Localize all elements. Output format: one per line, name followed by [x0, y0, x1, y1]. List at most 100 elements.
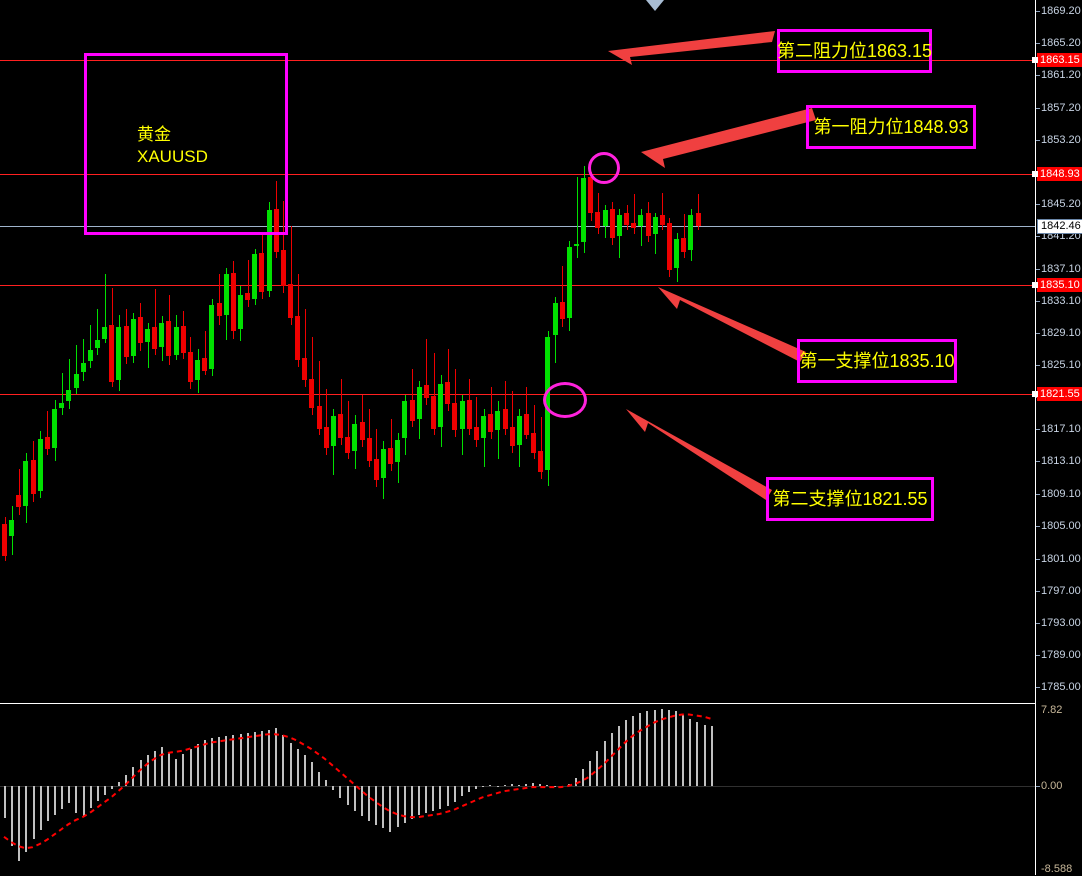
macd-histogram-bar [489, 784, 491, 787]
macd-histogram-bar [511, 783, 513, 786]
axis-label-second-support[interactable]: 1821.55 [1037, 386, 1082, 401]
macd-histogram-bar [90, 786, 92, 808]
macd-tick: -8.588 [1041, 863, 1073, 875]
price-tick: 1805.00 [1036, 520, 1082, 533]
price-tick: 1829.10 [1036, 327, 1082, 340]
macd-histogram-bar [304, 754, 306, 787]
level-handle-first-support[interactable] [1032, 281, 1038, 288]
macd-histogram-bar [54, 786, 56, 816]
annotation-second-support: 第二支撑位1821.55 [766, 477, 934, 521]
macd-histogram-bar [83, 786, 85, 817]
macd-histogram-bar [475, 786, 477, 790]
macd-histogram-bar [61, 786, 63, 809]
macd-histogram-bar [654, 710, 656, 786]
price-tick: 1825.10 [1036, 359, 1082, 372]
macd-histogram-bar [689, 718, 691, 787]
arrow-to-first-resistance [641, 108, 816, 168]
macd-histogram-bar [197, 743, 199, 786]
price-tick: 1853.20 [1036, 134, 1082, 147]
macd-histogram-bar [282, 735, 284, 787]
macd-histogram-bar [140, 760, 142, 786]
macd-histogram-bar [546, 784, 548, 787]
macd-histogram-bar [675, 711, 677, 787]
macd-histogram-bar [318, 771, 320, 787]
macd-histogram-bar [204, 740, 206, 786]
highlight-circle-resistance [588, 152, 620, 184]
macd-histogram-bar [47, 786, 49, 822]
price-tick: 1865.20 [1036, 37, 1082, 50]
macd-histogram-bar [482, 786, 484, 788]
macd-histogram-bar [504, 784, 506, 787]
macd-histogram-bar [175, 759, 177, 787]
macd-histogram-bar [254, 732, 256, 787]
macd-histogram-bar [232, 735, 234, 787]
macd-histogram-bar [425, 786, 427, 813]
axis-label-second-resistance[interactable]: 1863.15 [1037, 52, 1082, 67]
price-tick: 1785.00 [1036, 681, 1082, 694]
macd-histogram-bar [525, 783, 527, 786]
axis-label-first-resistance[interactable]: 1848.93 [1037, 166, 1082, 181]
highlight-circle-support [543, 382, 587, 418]
price-tick: 1833.10 [1036, 295, 1082, 308]
macd-histogram-bar [332, 786, 334, 791]
macd-histogram-bar [618, 725, 620, 786]
level-line-second-resistance [0, 60, 1035, 61]
axis-label-current-price: 1842.46 [1037, 218, 1082, 234]
macd-histogram-bar [111, 786, 113, 790]
price-tick: 1797.00 [1036, 585, 1082, 598]
annotation-first-resistance: 第一阻力位1848.93 [806, 105, 976, 149]
pane-divider [0, 703, 1035, 704]
macd-histogram-bar [389, 786, 391, 832]
price-tick: 1861.20 [1036, 69, 1082, 82]
macd-tick: 0.00 [1036, 780, 1082, 793]
macd-histogram-bar [268, 730, 270, 786]
macd-histogram-bar [604, 741, 606, 787]
macd-histogram-bar [161, 746, 163, 786]
price-chart-pane[interactable] [0, 0, 1035, 703]
macd-histogram-bar [18, 786, 20, 861]
price-tick: 1845.20 [1036, 198, 1082, 211]
macd-histogram-bar [97, 786, 99, 801]
macd-histogram-bar [182, 753, 184, 786]
level-handle-second-support[interactable] [1032, 390, 1038, 397]
macd-histogram-bar [211, 738, 213, 787]
arrow-to-second-support [626, 409, 772, 500]
arrow-to-first-support [658, 287, 806, 362]
macd-histogram-bar [275, 728, 277, 787]
macd-histogram-bar [439, 786, 441, 809]
level-handle-second-resistance[interactable] [1032, 56, 1038, 63]
macd-histogram-bar [432, 786, 434, 811]
level-line-first-resistance [0, 174, 1035, 175]
macd-histogram-bar [25, 786, 27, 853]
price-axis[interactable]: 1869.20 1865.20 1861.20 1857.20 1853.20 1845.… [1032, 0, 1082, 875]
macd-histogram-bar [261, 731, 263, 786]
macd-histogram-bar [468, 786, 470, 793]
price-tick: 1817.10 [1036, 423, 1082, 436]
macd-histogram-bar [532, 782, 534, 786]
macd-histogram-bar [518, 784, 520, 787]
macd-histogram-bar [75, 786, 77, 813]
macd-histogram-bar [297, 748, 299, 787]
price-tick: 1789.00 [1036, 649, 1082, 662]
macd-histogram-bar [104, 786, 106, 796]
macd-histogram-bar [454, 786, 456, 802]
macd-histogram-bar [596, 750, 598, 786]
macd-histogram-bar [582, 769, 584, 786]
macd-indicator-pane[interactable] [0, 705, 1035, 875]
macd-histogram-bar [704, 724, 706, 787]
price-tick: 1837.10 [1036, 263, 1082, 276]
macd-histogram-bar [154, 750, 156, 786]
macd-histogram-bar [11, 786, 13, 847]
macd-histogram-bar [240, 734, 242, 786]
level-handle-first-resistance[interactable] [1032, 170, 1038, 177]
annotation-first-support: 第一支撑位1835.10 [797, 339, 957, 383]
macd-histogram-bar [575, 777, 577, 786]
macd-histogram-bar [711, 725, 713, 786]
macd-histogram-bar [368, 786, 370, 822]
macd-histogram-bar [290, 742, 292, 786]
level-line-second-support [0, 394, 1035, 395]
macd-histogram-bar [611, 733, 613, 786]
axis-label-first-support[interactable]: 1835.10 [1037, 277, 1082, 292]
